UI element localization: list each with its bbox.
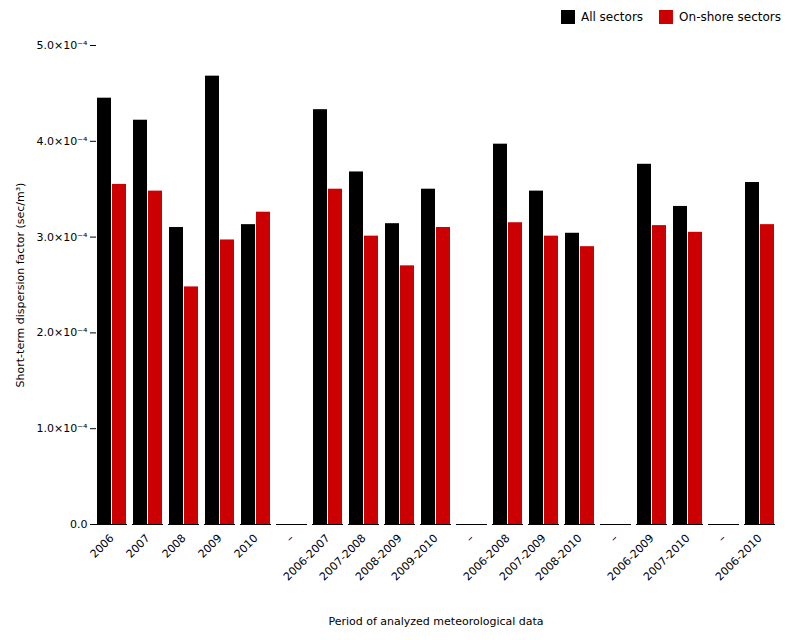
- svg-text:Period of analyzed meteorologi: Period of analyzed meteorological data: [328, 615, 543, 628]
- svg-text:2.0×10⁻⁴: 2.0×10⁻⁴: [37, 326, 89, 339]
- svg-text:2009-2010: 2009-2010: [389, 532, 441, 584]
- svg-text:3.0×10⁻⁴: 3.0×10⁻⁴: [37, 231, 89, 244]
- svg-text:2007-2010: 2007-2010: [641, 532, 693, 584]
- html-text:All sectors: All sectors: [580, 9, 644, 24]
- svg-text:2009: 2009: [196, 532, 225, 561]
- svg-text:2006-2007: 2006-2007: [281, 531, 333, 584]
- svg-text:–: –: [608, 532, 621, 545]
- svg-text:–: –: [464, 532, 477, 545]
- svg-text:1.0×10⁻⁴: 1.0×10⁻⁴: [37, 422, 89, 435]
- svg-text:–: –: [284, 532, 297, 545]
- svg-text:2007-2009: 2007-2009: [497, 531, 549, 584]
- svg-text:2006: 2006: [88, 532, 117, 561]
- svg-text:2008-2009: 2008-2009: [353, 531, 405, 584]
- svg-text:4.0×10⁻⁴: 4.0×10⁻⁴: [37, 135, 89, 148]
- svg-text:2008: 2008: [160, 532, 189, 561]
- svg-text:2008-2010: 2008-2010: [533, 532, 585, 584]
- svg-text:2010: 2010: [232, 532, 261, 561]
- svg-text:2007-2008: 2007-2008: [317, 531, 369, 584]
- svg-text:2006-2010: 2006-2010: [713, 532, 765, 584]
- svg-text:–: –: [716, 532, 729, 545]
- html-text:On-shore sectors: On-shore sectors: [679, 9, 781, 24]
- svg-text:Short-term dispersion factor (: Short-term dispersion factor (sec/m³): [14, 183, 27, 388]
- svg-text:5.0×10⁻⁴: 5.0×10⁻⁴: [37, 39, 89, 52]
- svg-text:2006-2008: 2006-2008: [461, 531, 513, 584]
- svg-text:2006-2009: 2006-2009: [605, 531, 657, 584]
- svg-text:2007: 2007: [124, 532, 153, 561]
- svg-text:0.0: 0.0: [70, 518, 88, 531]
